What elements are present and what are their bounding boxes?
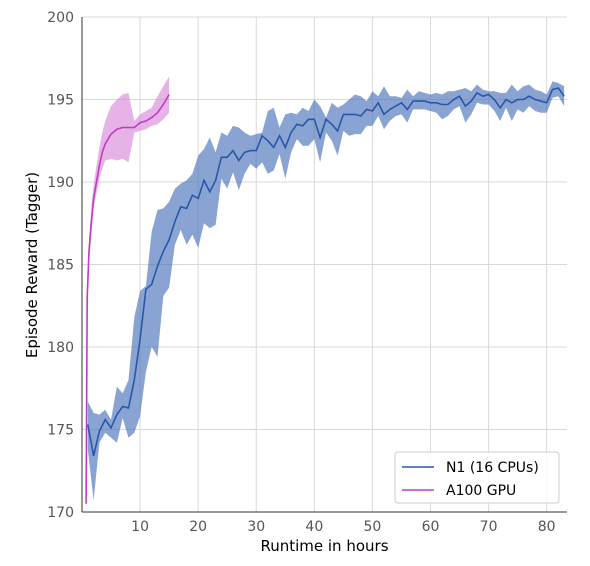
band-series-0 (87, 81, 565, 501)
band-series-1 (86, 76, 170, 516)
x-tick-label: 40 (305, 519, 323, 535)
x-tick-label: 70 (480, 519, 498, 535)
x-tick-label: 80 (538, 519, 556, 535)
tick-labels: 170 175 180 185 190 195 200 10 20 30 40 50 60 70 80 (47, 10, 555, 535)
x-tick-label: 50 (364, 519, 382, 535)
legend: N1 (16 CPUs) A100 GPU (394, 451, 560, 504)
x-axis-label: Runtime in hours (260, 537, 388, 555)
y-tick-label: 190 (47, 175, 74, 191)
axes (81, 17, 567, 513)
x-tick-label: 20 (189, 519, 207, 535)
y-tick-label: 200 (47, 10, 74, 26)
series-lines (85, 87, 565, 504)
x-tick-label: 60 (422, 519, 440, 535)
y-tick-label: 175 (47, 423, 74, 439)
confidence-bands (86, 76, 565, 516)
x-tick-label: 30 (247, 519, 265, 535)
y-tick-label: 180 (47, 340, 74, 356)
y-tick-label: 185 (47, 258, 74, 274)
x-tick-label: 10 (131, 519, 149, 535)
legend-label-n1: N1 (16 CPUs) (446, 460, 539, 476)
y-axis-label: Episode Reward (Tagger) (23, 172, 41, 358)
y-tick-label: 195 (47, 93, 74, 109)
line-series-0 (87, 87, 565, 457)
legend-box (394, 451, 560, 504)
line-series-1 (85, 94, 170, 504)
legend-label-a100: A100 GPU (446, 483, 516, 499)
y-tick-label: 170 (47, 505, 74, 521)
